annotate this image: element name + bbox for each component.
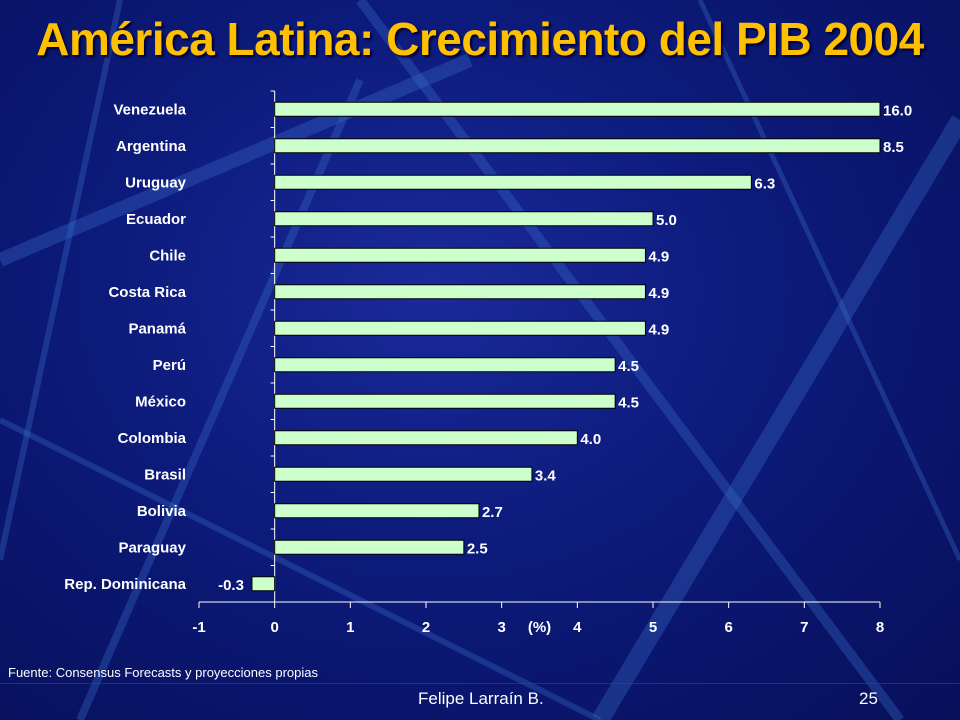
bar-6: [274, 320, 646, 336]
bar-11: [274, 503, 480, 519]
bar-13: [251, 576, 276, 592]
gdp-growth-bar-chart: -1 0 1 2 3 4 5 6 7 8 (%) Venezuela 16.0 Argentina 8.5 U…: [64, 101, 912, 636]
x-axis-label: (%): [528, 619, 551, 636]
value-label: 4.9: [648, 248, 669, 265]
value-label: 3.4: [535, 467, 557, 484]
source-note: Fuente: Consensus Forecasts y proyeccion…: [8, 665, 318, 680]
category-label: Venezuela: [113, 101, 186, 118]
bar-1: [274, 138, 881, 154]
x-tick-label: 1: [346, 619, 354, 636]
value-label: 4.0: [580, 431, 601, 448]
bar-3: [274, 211, 654, 227]
category-label: Costa Rica: [108, 284, 186, 301]
bar-8: [274, 393, 616, 409]
x-tick-label: 6: [724, 619, 732, 636]
value-label: 4.5: [618, 358, 639, 375]
category-label: Ecuador: [126, 211, 186, 228]
value-label: 2.5: [467, 540, 488, 557]
x-tick-label: 3: [497, 619, 505, 636]
category-label: México: [135, 393, 186, 410]
value-label: 8.5: [883, 139, 904, 156]
category-label: Brasil: [144, 466, 186, 483]
category-label: Rep. Dominicana: [64, 576, 186, 593]
category-label: Argentina: [116, 138, 187, 155]
x-tick-label: 5: [649, 619, 657, 636]
category-label: Chile: [149, 247, 186, 264]
value-label: 4.9: [648, 321, 669, 338]
bar-12: [274, 539, 465, 555]
value-label: 4.5: [618, 394, 639, 411]
footer-divider: [0, 683, 960, 684]
value-label: 5.0: [656, 212, 677, 229]
bar-9: [274, 430, 578, 446]
category-label: Paraguay: [118, 539, 186, 556]
x-tick-label: 0: [270, 619, 278, 636]
x-tick-label: 8: [876, 619, 884, 636]
page-title: América Latina: Crecimiento del PIB 2004: [36, 13, 924, 65]
bar-4: [274, 247, 646, 263]
footer-author: Felipe Larraín B.: [418, 689, 544, 708]
value-label: 6.3: [754, 175, 775, 192]
category-label: Uruguay: [125, 174, 187, 191]
page-number: 25: [859, 689, 878, 708]
category-label: Panamá: [128, 320, 186, 337]
bar-5: [274, 284, 646, 300]
x-tick-label: 2: [422, 619, 430, 636]
value-label: 16.0: [883, 102, 912, 119]
bar-10: [274, 466, 533, 482]
bar-2: [274, 174, 752, 190]
x-tick-label: -1: [192, 619, 205, 636]
value-label: 4.9: [648, 285, 669, 302]
category-label: Perú: [153, 357, 186, 374]
bar-0: [274, 101, 881, 117]
value-label: -0.3: [218, 577, 244, 594]
value-label: 2.7: [482, 504, 503, 521]
x-tick-label: 7: [800, 619, 808, 636]
category-label: Bolivia: [137, 503, 187, 520]
category-label: Colombia: [118, 430, 187, 447]
x-tick-label: 4: [573, 619, 582, 636]
bar-7: [274, 357, 616, 373]
